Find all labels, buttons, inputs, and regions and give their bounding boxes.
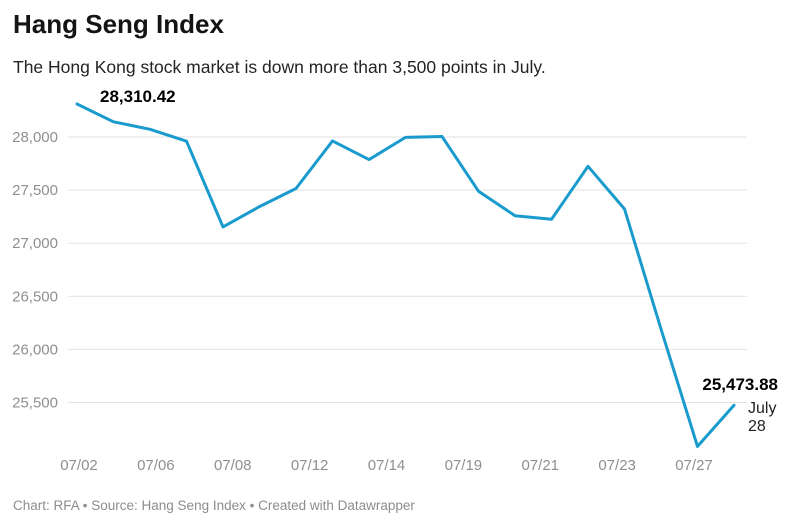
- chart-subtitle: The Hong Kong stock market is down more …: [13, 57, 546, 77]
- annotation-last-date-day: 28: [748, 418, 766, 435]
- annotation-first-value: 28,310.42: [100, 87, 176, 106]
- x-axis-tick-label: 07/08: [214, 457, 252, 474]
- chart-credit-footer: Chart: RFA • Source: Hang Seng Index • C…: [13, 498, 415, 513]
- x-axis-tick-label: 07/19: [445, 457, 483, 474]
- y-axis-tick-label: 28,000: [12, 129, 58, 146]
- annotation-last-date-month: July: [748, 400, 777, 417]
- index-line-series: [75, 102, 736, 448]
- y-axis-tick-label: 27,000: [12, 235, 58, 252]
- x-axis-tick-label: 07/23: [598, 457, 636, 474]
- x-axis-tick-label: 07/14: [368, 457, 406, 474]
- y-axis-tick-label: 26,000: [12, 341, 58, 358]
- x-axis-tick-label: 07/12: [291, 457, 329, 474]
- x-axis-tick-label: 07/02: [60, 457, 98, 474]
- x-axis-tick-label: 07/27: [675, 457, 713, 474]
- y-axis-tick-label: 25,500: [12, 395, 58, 412]
- y-axis-tick-label: 26,500: [12, 288, 58, 305]
- y-axis-tick-label: 27,500: [12, 182, 58, 199]
- annotation-last-date: July 28: [748, 400, 776, 436]
- x-axis-tick-label: 07/06: [137, 457, 175, 474]
- x-axis-tick-label: 07/21: [521, 457, 559, 474]
- annotation-last-value: 25,473.88: [702, 375, 778, 394]
- chart-title: Hang Seng Index: [13, 9, 224, 39]
